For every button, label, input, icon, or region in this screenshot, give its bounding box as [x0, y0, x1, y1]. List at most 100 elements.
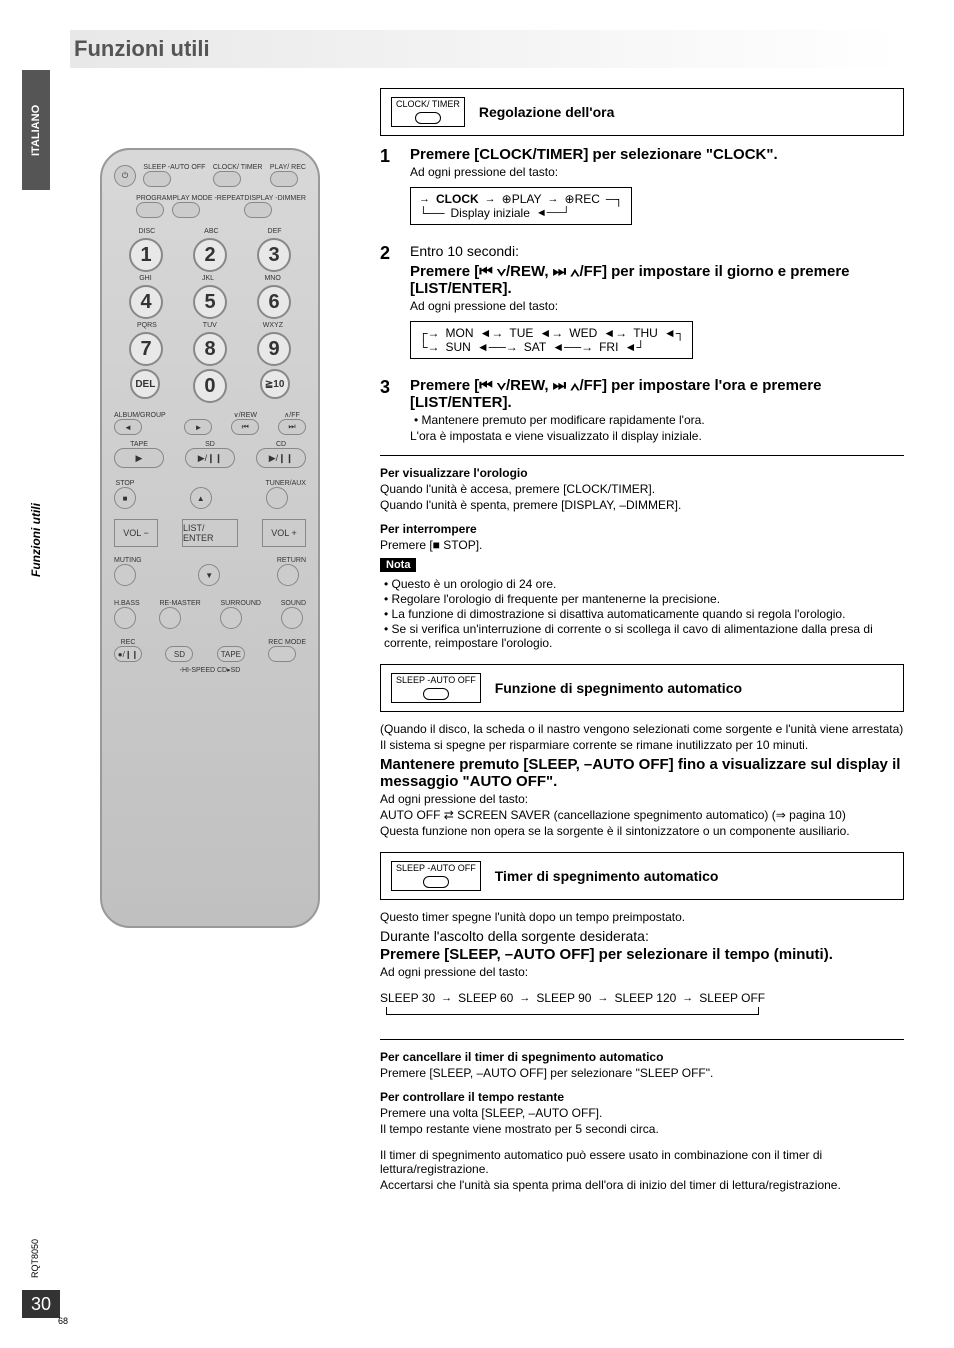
- remote-button: [270, 171, 298, 187]
- up-icon: ▲: [190, 487, 212, 509]
- remote-btn-label: MUTING: [114, 557, 142, 564]
- remote-del-button: DEL: [130, 369, 160, 399]
- document-id: RQT8050: [30, 1239, 40, 1278]
- section-header-autooff: SLEEP -AUTO OFF Funzione di spegnimento …: [380, 664, 904, 712]
- remote-button: [244, 202, 272, 218]
- remote-num-button: 4: [129, 285, 163, 319]
- remote-btn-label: TUV: [203, 322, 217, 329]
- remote-button: ▶/❙❙: [256, 448, 306, 468]
- remote-button: [213, 171, 241, 187]
- remote-btn-label: PROGRAM: [136, 195, 172, 202]
- remote-button: ⏮: [231, 419, 259, 435]
- list-enter-button: LIST/ ENTER: [182, 519, 238, 547]
- nota-badge: Nota: [380, 558, 416, 572]
- flow-item: SLEEP 120: [614, 991, 676, 1005]
- remote-button: [172, 202, 200, 218]
- remote-button: [114, 607, 136, 629]
- remote-num-button: 3: [257, 238, 291, 272]
- step-text: L'ora è impostata e viene visualizzato i…: [410, 429, 904, 443]
- remote-btn-label: H.BASS: [114, 600, 140, 607]
- side-tab-language: ITALIANO: [22, 70, 50, 190]
- flow-diagram: ┌→MON◄→TUE◄→WED◄→THU◄┐ └→SUN◄──→SAT◄──→F…: [410, 321, 693, 359]
- step-number: 2: [380, 243, 398, 367]
- remote-button: [281, 607, 303, 629]
- body-text: Premere [■ STOP].: [380, 538, 904, 552]
- remote-button: ⏭: [278, 419, 306, 435]
- remote-btn-label: ∧/FF: [278, 411, 306, 419]
- remote-button: SD: [165, 646, 193, 662]
- sleep-icon: SLEEP -AUTO OFF: [391, 861, 481, 891]
- remote-btn-label: SURROUND: [220, 600, 260, 607]
- remote-button: [266, 487, 288, 509]
- remote-btn-label: -HI-SPEED CD▸SD: [114, 666, 306, 674]
- remote-button: [136, 202, 164, 218]
- subsection-heading: Per cancellare il timer di spegnimento a…: [380, 1050, 904, 1064]
- remote-btn-label: STOP: [114, 480, 136, 487]
- flow-diagram: →CLOCK →⊕PLAY →⊕REC─┐ └──Display inizial…: [410, 187, 632, 225]
- flow-item: WED: [569, 326, 597, 340]
- step-number: 3: [380, 377, 398, 445]
- bullet-item: Se si verifica un'interruzione di corren…: [384, 622, 904, 650]
- remote-num-button: 2: [193, 238, 227, 272]
- flow-item: FRI: [599, 340, 618, 354]
- body-text: Ad ogni pressione del tasto:: [380, 792, 904, 806]
- remote-num-button: 9: [257, 332, 291, 366]
- remote-button: ●/❙❙: [114, 646, 142, 662]
- remote-btn-label: REC: [114, 639, 142, 646]
- remote-button: [159, 607, 181, 629]
- icon-label: SLEEP -AUTO OFF: [396, 863, 476, 873]
- remote-btn-label: CLOCK/ TIMER: [213, 164, 263, 171]
- power-icon: ⏻: [114, 165, 136, 187]
- separator: [380, 1039, 904, 1040]
- remote-button: ►: [184, 419, 212, 435]
- body-text: Durante l'ascolto della sorgente desider…: [380, 928, 904, 944]
- remote-btn-label: TUNER/AUX: [266, 480, 306, 487]
- flow-item: THU: [633, 326, 658, 340]
- remote-button: [220, 607, 242, 629]
- flow-item: MON: [446, 326, 474, 340]
- remote-btn-label: PLAY MODE -REPEAT: [172, 195, 244, 202]
- step-1: 1 Premere [CLOCK/TIMER] per selezionare …: [380, 146, 904, 233]
- remote-num-button: 0: [193, 369, 227, 403]
- flow-item: ⊕PLAY: [502, 192, 542, 206]
- remote-btn-label: DISC: [138, 228, 155, 235]
- remote-button: [114, 564, 136, 586]
- step-subtext: Ad ogni pressione del tasto:: [410, 165, 904, 179]
- remote-num-button: 6: [257, 285, 291, 319]
- remote-button: ▶: [114, 448, 164, 468]
- remote-btn-label: WXYZ: [263, 322, 283, 329]
- vol-up-button: VOL +: [262, 519, 306, 547]
- body-text: (Quando il disco, la scheda o il nastro …: [380, 722, 904, 736]
- down-icon: ▼: [198, 564, 220, 586]
- flow-item: SLEEP 60: [458, 991, 513, 1005]
- remote-num-button: 8: [193, 332, 227, 366]
- remote-btn-label: PQRS: [137, 322, 157, 329]
- body-text: Quando l'unità è accesa, premere [CLOCK/…: [380, 482, 904, 496]
- page-number: 30: [22, 1290, 60, 1318]
- content-area: ⏻ SLEEP -AUTO OFF CLOCK/ TIMER PLAY/ REC…: [70, 88, 904, 1194]
- body-text: Ad ogni pressione del tasto:: [380, 965, 904, 979]
- remote-btn-label: REC MODE: [268, 639, 306, 646]
- remote-btn-label: DISPLAY -DIMMER: [244, 195, 306, 202]
- subsection-heading: Per interrompere: [380, 522, 904, 536]
- bullet-item: Regolare l'orologio di frequente per man…: [384, 592, 904, 606]
- step-2: 2 Entro 10 secondi: Premere [⏮ ∨/REW, ⏭ …: [380, 243, 904, 367]
- remote-button: ▶/❙❙: [185, 448, 235, 468]
- step-heading: Premere [CLOCK/TIMER] per selezionare "C…: [410, 146, 904, 163]
- remote-btn-label: JKL: [202, 275, 214, 282]
- flow-item: SUN: [446, 340, 471, 354]
- step-bullet: Mantenere premuto per modificare rapidam…: [414, 413, 904, 427]
- body-text: Questa funzione non opera se la sorgente…: [380, 824, 904, 838]
- remote-btn-label: MNO: [264, 275, 280, 282]
- remote-btn-label: RE-MASTER: [159, 600, 200, 607]
- icon-label: SLEEP -AUTO OFF: [396, 675, 476, 685]
- subsection-heading: Per visualizzare l'orologio: [380, 466, 904, 480]
- flow-sub: Display iniziale: [451, 206, 530, 220]
- separator: [380, 455, 904, 456]
- remote-num-button: 7: [129, 332, 163, 366]
- text-column: CLOCK/ TIMER Regolazione dell'ora 1 Prem…: [380, 88, 904, 1194]
- remote-control-illustration: ⏻ SLEEP -AUTO OFF CLOCK/ TIMER PLAY/ REC…: [100, 148, 320, 928]
- instruction-heading: Premere [SLEEP, –AUTO OFF] per seleziona…: [380, 946, 904, 963]
- body-text: Quando l'unità è spenta, premere [DISPLA…: [380, 498, 904, 512]
- body-text: Premere una volta [SLEEP, –AUTO OFF].: [380, 1106, 904, 1120]
